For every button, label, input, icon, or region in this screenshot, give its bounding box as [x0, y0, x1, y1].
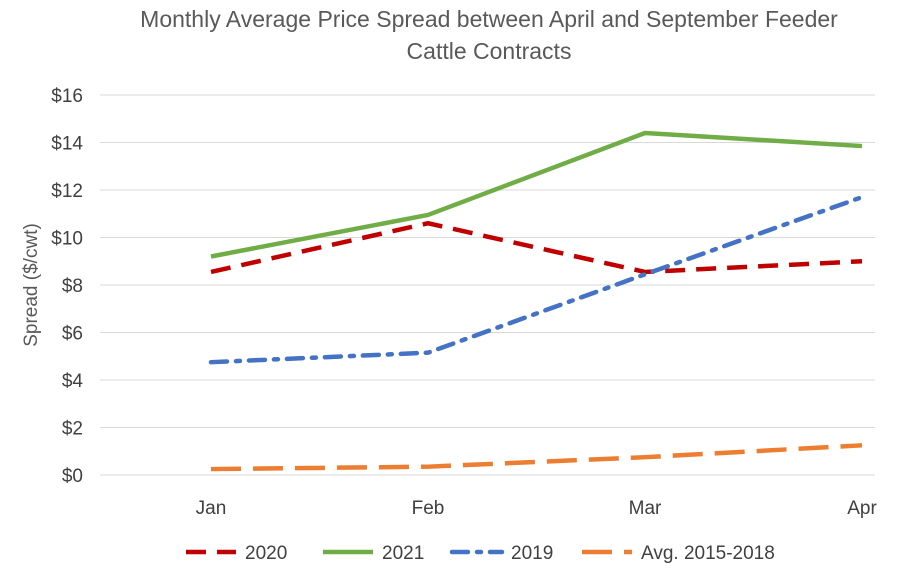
x-tick-label: Jan	[196, 498, 227, 519]
legend-label: 2021	[382, 543, 424, 564]
x-tick-label: Apr	[847, 498, 877, 519]
y-tick-label: $4	[62, 371, 84, 392]
y-tick-label: $6	[62, 324, 83, 345]
y-tick-label: $14	[51, 134, 83, 155]
legend: 2020 2021 2019 Avg. 2015-2018	[186, 543, 775, 564]
y-axis-ticks: $0 $2 $4 $6 $8 $10 $12 $14 $16	[51, 86, 83, 487]
y-axis-label: Spread ($/cwt)	[21, 223, 42, 347]
chart-title-line-2: Cattle Contracts	[407, 38, 572, 64]
y-tick-label: $10	[51, 229, 83, 250]
x-tick-label: Feb	[412, 498, 445, 519]
gridlines	[100, 94, 875, 476]
y-tick-label: $16	[51, 86, 83, 107]
y-tick-label: $0	[62, 466, 83, 487]
series-line-avg-2015-2018	[210, 443, 863, 472]
chart-title-line-1: Monthly Average Price Spread between Apr…	[140, 6, 838, 32]
legend-label: Avg. 2015-2018	[641, 543, 775, 564]
y-tick-label: $2	[62, 419, 83, 440]
y-tick-label: $12	[51, 181, 83, 202]
y-tick-label: $8	[62, 276, 83, 297]
legend-label: 2020	[245, 543, 287, 564]
series-line-2021	[210, 130, 863, 259]
series-line-2019	[208, 194, 865, 365]
series-line-2020	[210, 221, 863, 275]
x-axis-ticks: Jan Feb Mar Apr	[196, 498, 878, 519]
series-lines	[208, 130, 865, 472]
legend-label: 2019	[511, 543, 553, 564]
x-tick-label: Mar	[629, 498, 662, 519]
